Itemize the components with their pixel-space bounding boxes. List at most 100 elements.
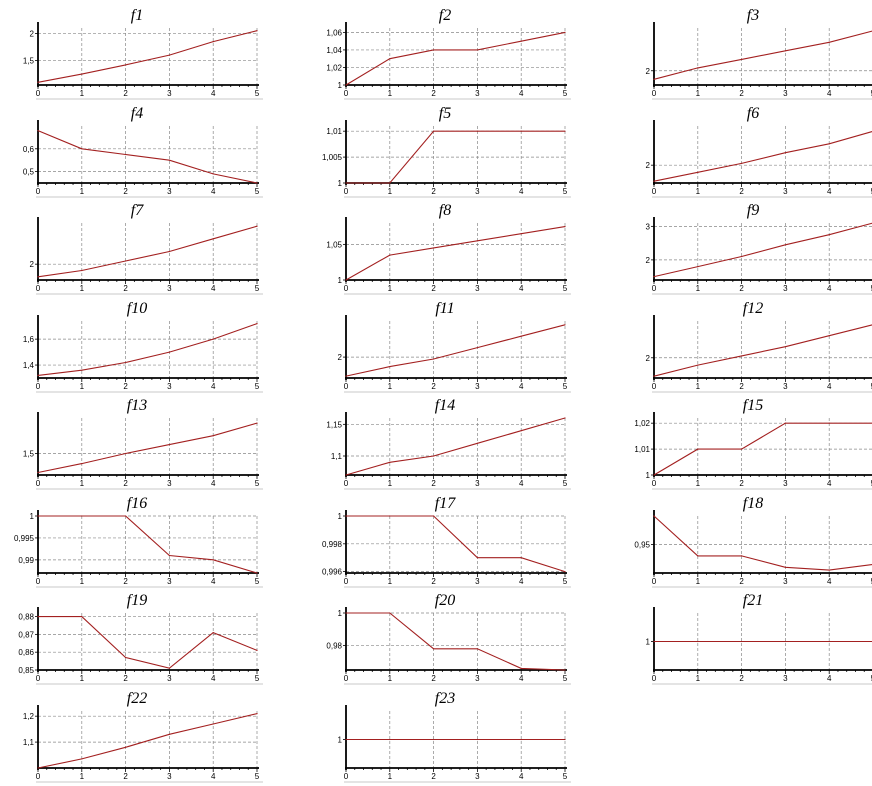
chart-title: f18 bbox=[742, 494, 764, 512]
y-tick-label: 0,88 bbox=[18, 613, 34, 622]
x-tick-label: 1 bbox=[388, 284, 393, 293]
y-tick-label: 0,98 bbox=[326, 642, 342, 651]
chart-title: f12 bbox=[742, 299, 764, 317]
y-tick-label: 1,5 bbox=[23, 57, 35, 66]
data-point bbox=[784, 244, 786, 246]
data-point bbox=[81, 757, 83, 760]
x-tick-label: 3 bbox=[167, 284, 172, 293]
data-point bbox=[476, 738, 478, 740]
x-tick-label: 4 bbox=[211, 674, 216, 683]
x-tick-label: 3 bbox=[783, 382, 788, 391]
y-tick-label: 1,02 bbox=[634, 419, 650, 428]
x-tick-label: 4 bbox=[827, 479, 832, 488]
x-tick-label: 0 bbox=[652, 284, 657, 293]
data-point bbox=[564, 417, 566, 419]
y-tick-label: 1 bbox=[338, 81, 343, 90]
data-point bbox=[741, 640, 743, 643]
y-tick-label: 1 bbox=[646, 638, 651, 647]
data-point bbox=[345, 181, 347, 184]
x-tick-label: 1 bbox=[388, 187, 393, 196]
y-tick-label: 2 bbox=[338, 353, 343, 362]
data-point bbox=[784, 566, 786, 568]
data-point bbox=[828, 569, 830, 571]
x-tick-label: 5 bbox=[563, 187, 568, 196]
x-tick-label: 2 bbox=[739, 479, 744, 488]
x-tick-label: 4 bbox=[519, 479, 524, 488]
y-tick-label: 1,05 bbox=[326, 240, 342, 249]
y-tick-label: 1 bbox=[646, 471, 651, 480]
x-tick-label: 1 bbox=[696, 479, 701, 488]
data-point bbox=[81, 514, 83, 517]
chart-title: f6 bbox=[746, 104, 760, 122]
chart-svg: 0 1 2 3 4 5 1,4 1,6 bbox=[23, 314, 263, 392]
x-tick-label: 3 bbox=[167, 674, 172, 683]
data-point bbox=[345, 474, 347, 476]
x-tick-label: 2 bbox=[431, 479, 436, 488]
y-tick-label: 0,5 bbox=[23, 167, 35, 176]
x-tick-label: 3 bbox=[167, 187, 172, 196]
y-tick-label: 1 bbox=[30, 512, 35, 521]
chart-title: f9 bbox=[746, 202, 760, 219]
data-point bbox=[256, 422, 258, 424]
data-point bbox=[697, 364, 699, 366]
chart-panel-f7: 0 1 2 3 4 5 2 f7 bbox=[2, 201, 272, 298]
x-tick-label: 2 bbox=[739, 284, 744, 293]
data-point bbox=[433, 514, 435, 517]
x-tick-label: 1 bbox=[696, 577, 701, 586]
chart-panel-f8: 0 1 2 3 4 5 1 1,05 f8 bbox=[310, 201, 580, 298]
data-point bbox=[476, 49, 478, 51]
chart-title: f10 bbox=[126, 299, 148, 317]
x-tick-label: 2 bbox=[431, 577, 436, 586]
data-point bbox=[212, 40, 214, 43]
data-point bbox=[125, 361, 127, 363]
chart-panel-f22: 0 1 2 3 4 5 1,1 1,2 f22 bbox=[2, 689, 272, 786]
x-tick-label: 2 bbox=[739, 382, 744, 391]
data-point bbox=[389, 58, 391, 60]
data-point bbox=[784, 50, 786, 52]
y-tick-label: 1,4 bbox=[23, 361, 35, 370]
data-point bbox=[345, 375, 347, 377]
series-line bbox=[653, 323, 872, 377]
chart-svg: 0 1 2 3 4 5 1,5 bbox=[23, 412, 263, 490]
series-line bbox=[37, 712, 258, 769]
data-point bbox=[212, 172, 214, 174]
series-line bbox=[345, 31, 566, 86]
y-tick-label: 1 bbox=[338, 735, 343, 744]
y-tick-label: 0,6 bbox=[23, 144, 35, 153]
y-tick-label: 2 bbox=[646, 256, 651, 265]
series-line bbox=[345, 323, 566, 377]
x-tick-label: 5 bbox=[563, 772, 568, 781]
chart-svg: 0 1 2 3 4 511,05 bbox=[326, 217, 571, 295]
data-point bbox=[653, 474, 655, 476]
data-point bbox=[37, 514, 39, 517]
x-tick-label: 2 bbox=[123, 382, 128, 391]
series-line bbox=[346, 130, 565, 184]
data-point bbox=[389, 514, 391, 517]
x-tick-label: 4 bbox=[827, 674, 832, 683]
data-point bbox=[741, 162, 743, 164]
x-tick-label: 1 bbox=[80, 89, 85, 98]
data-point bbox=[697, 67, 699, 69]
chart-panel-f2: 0 1 2 3 4 5 1 1,02 1,04 1,06 f2 bbox=[310, 6, 580, 103]
chart-title: f8 bbox=[438, 202, 452, 219]
x-tick-label: 0 bbox=[36, 479, 41, 488]
data-point bbox=[741, 255, 743, 258]
data-point bbox=[389, 738, 391, 740]
y-tick-label: 2 bbox=[646, 161, 651, 170]
x-tick-label: 2 bbox=[123, 89, 128, 98]
x-tick-label: 3 bbox=[475, 89, 480, 98]
data-point bbox=[564, 738, 566, 740]
x-tick-label: 1 bbox=[388, 479, 393, 488]
chart-panel-f19: 0 1 2 3 4 5 0,85 0,86 0,87 0,88 f19 bbox=[2, 591, 272, 688]
x-tick-label: 5 bbox=[255, 187, 260, 196]
x-tick-label: 0 bbox=[652, 382, 657, 391]
data-point bbox=[125, 514, 127, 517]
data-point bbox=[212, 238, 214, 240]
x-tick-label: 5 bbox=[563, 89, 568, 98]
x-tick-label: 3 bbox=[783, 674, 788, 683]
x-tick-label: 4 bbox=[827, 284, 832, 293]
chart-panel-f18: 0 1 2 3 4 5 0,95 f18 bbox=[618, 494, 872, 591]
y-tick-label: 1 bbox=[338, 276, 343, 285]
chart-panel-f3: 0 1 2 3 4 5 2 f3 bbox=[618, 6, 872, 103]
x-tick-label: 3 bbox=[167, 479, 172, 488]
